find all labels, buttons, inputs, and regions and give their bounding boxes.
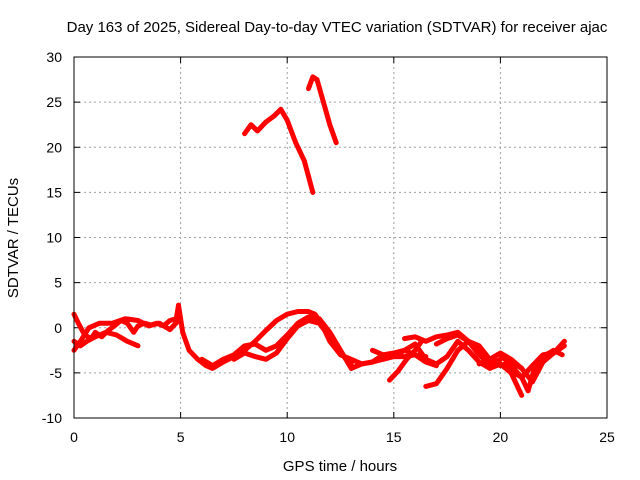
series-line-track-2 [71,329,141,349]
y-tick-label: 5 [54,275,62,291]
series-line-track-15 [497,347,565,394]
series-line-track-3 [71,316,181,353]
series-line-track-7 [242,106,316,195]
y-tick-label: -10 [42,410,62,426]
y-tick-label: 10 [46,230,62,246]
series-line-track-14 [476,338,567,385]
y-tick-label: 15 [46,184,62,200]
x-tick-label: 5 [177,429,185,445]
series-line-track-12 [423,338,525,398]
y-tick-label: 25 [46,94,62,110]
x-tick-label: 20 [493,429,509,445]
y-tick-label: 20 [46,139,62,155]
y-axis-label: SDTVAR / TECUs [5,178,22,298]
grid-lines [74,57,607,418]
y-tick-label: 30 [46,49,62,65]
x-tick-label: 0 [70,429,78,445]
chart-title: Day 163 of 2025, Sidereal Day-to-day VTE… [67,19,608,36]
series-line-track-13 [433,332,503,367]
series-line-track-9 [370,338,567,380]
x-tick-label: 25 [599,429,615,445]
y-tick-label: -5 [50,365,63,381]
series-line-track-8 [306,74,339,146]
data-series [71,74,567,398]
series-line-track-10 [387,338,424,383]
y-tick-label: 0 [54,320,62,336]
x-tick-label: 10 [279,429,295,445]
series-line-track-1 [71,302,181,342]
x-axis-label: GPS time / hours [283,458,397,475]
plot-frame [73,56,608,419]
series-line-track-6 [231,318,354,367]
x-tick-label: 15 [386,429,402,445]
series-line-track-4 [176,302,429,371]
